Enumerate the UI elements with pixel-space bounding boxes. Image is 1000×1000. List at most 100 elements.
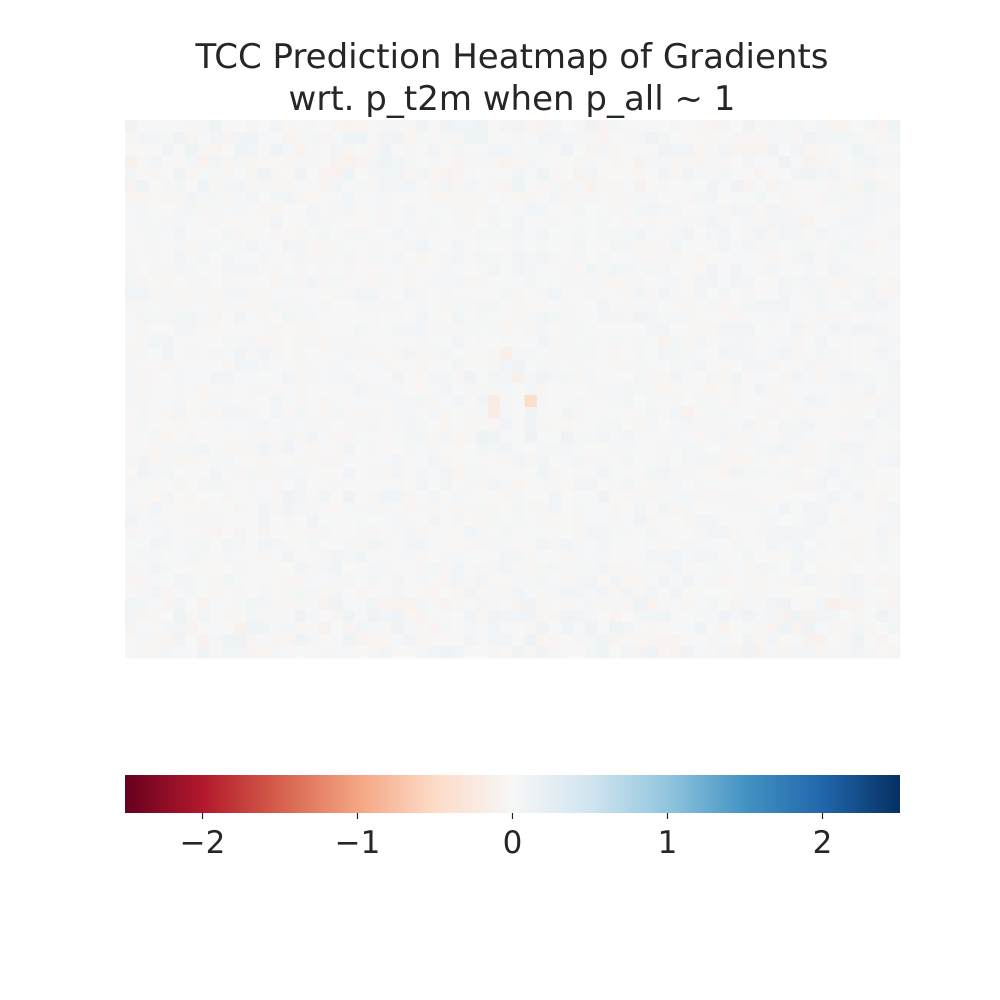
- heatmap-cell: [597, 430, 610, 444]
- heatmap-cell: [585, 634, 598, 647]
- heatmap-cell: [161, 598, 174, 611]
- heatmap-cell: [209, 179, 223, 193]
- heatmap-cell: [403, 622, 417, 635]
- heatmap-cell: [633, 490, 647, 503]
- heatmap-cell: [270, 299, 283, 312]
- heatmap-cell: [379, 598, 392, 611]
- heatmap-cell: [839, 526, 852, 539]
- heatmap-cell: [791, 418, 804, 432]
- heatmap-cell: [439, 275, 453, 288]
- heatmap-cell: [585, 526, 598, 539]
- heatmap-cell: [573, 155, 586, 169]
- heatmap-cell: [815, 167, 828, 181]
- heatmap-cell: [233, 490, 247, 503]
- heatmap-cell: [464, 383, 477, 396]
- heatmap-cell: [742, 275, 756, 288]
- heatmap-cell: [718, 646, 731, 659]
- heatmap-cell: [294, 323, 308, 336]
- heatmap-cell: [621, 502, 634, 515]
- heatmap-cell: [645, 406, 659, 420]
- heatmap-cell: [306, 347, 320, 360]
- heatmap-cell: [621, 371, 634, 384]
- heatmap-cell: [330, 167, 344, 181]
- heatmap-cell: [718, 634, 731, 647]
- heatmap-cell: [318, 502, 332, 515]
- heatmap-cell: [524, 323, 538, 336]
- heatmap-cell: [803, 191, 816, 205]
- heatmap-cell: [149, 622, 162, 635]
- heatmap-cell: [560, 646, 574, 659]
- heatmap-cell: [597, 203, 610, 217]
- heatmap-cell: [439, 215, 453, 228]
- heatmap-cell: [137, 120, 150, 133]
- heatmap-cell: [706, 622, 719, 635]
- heatmap-cell: [633, 502, 647, 515]
- heatmap-cell: [464, 143, 477, 157]
- heatmap-cell: [573, 215, 586, 228]
- heatmap-cell: [827, 143, 840, 157]
- heatmap-cell: [330, 646, 344, 659]
- heatmap-cell: [827, 155, 840, 169]
- heatmap-cell: [464, 323, 477, 336]
- heatmap-cell: [137, 550, 150, 563]
- heatmap-cell: [730, 239, 743, 252]
- heatmap-cell: [669, 179, 683, 193]
- heatmap-cell: [415, 275, 429, 288]
- heatmap-cell: [476, 227, 489, 240]
- heatmap-cell: [791, 227, 804, 240]
- heatmap-cell: [415, 239, 429, 252]
- heatmap-cell: [887, 442, 901, 456]
- heatmap-cell: [669, 418, 683, 432]
- heatmap-cell: [282, 179, 295, 193]
- heatmap-cell: [488, 550, 501, 563]
- heatmap-cell: [197, 550, 211, 563]
- heatmap-cell: [524, 610, 538, 623]
- heatmap-cell: [730, 227, 743, 240]
- heatmap-cell: [706, 120, 719, 133]
- heatmap-cell: [258, 406, 271, 420]
- heatmap-cell: [137, 478, 150, 492]
- heatmap-cell: [839, 610, 852, 623]
- heatmap-cell: [221, 251, 235, 264]
- heatmap-cell: [294, 622, 308, 635]
- heatmap-cell: [415, 466, 429, 480]
- heatmap-cell: [258, 610, 271, 623]
- heatmap-cell: [512, 287, 526, 300]
- heatmap-cell: [306, 287, 320, 300]
- heatmap-cell: [766, 155, 780, 169]
- heatmap-cell: [367, 454, 380, 468]
- heatmap-cell: [173, 430, 186, 444]
- heatmap-cell: [451, 622, 465, 635]
- heatmap-cell: [754, 191, 768, 205]
- heatmap-cell: [609, 251, 622, 264]
- heatmap-cell: [137, 275, 150, 288]
- heatmap-cell: [597, 359, 610, 372]
- heatmap-cell: [839, 478, 852, 492]
- heatmap-cell: [355, 490, 368, 503]
- heatmap-cell: [258, 311, 271, 324]
- heatmap-cell: [318, 634, 332, 647]
- heatmap-cell: [815, 622, 828, 635]
- heatmap-cell: [125, 610, 138, 623]
- heatmap-cell: [754, 466, 768, 480]
- heatmap-cell: [342, 490, 356, 503]
- heatmap-cell: [839, 371, 852, 384]
- heatmap-cell: [863, 311, 877, 324]
- heatmap-cell: [439, 646, 453, 659]
- heatmap-cell: [439, 406, 453, 420]
- heatmap-cell: [621, 430, 634, 444]
- heatmap-cell: [149, 442, 162, 456]
- heatmap-cell: [682, 562, 695, 575]
- heatmap-cell: [585, 646, 598, 659]
- heatmap-cell: [379, 263, 392, 276]
- heatmap-cell: [645, 311, 659, 324]
- heatmap-cell: [173, 466, 186, 480]
- heatmap-cell: [451, 478, 465, 492]
- heatmap-cell: [246, 490, 259, 503]
- heatmap-cell: [379, 394, 392, 408]
- heatmap-cell: [282, 538, 295, 551]
- heatmap-cell: [524, 526, 538, 539]
- heatmap-cell: [682, 454, 695, 468]
- heatmap-cell: [573, 227, 586, 240]
- heatmap-cell: [621, 538, 634, 551]
